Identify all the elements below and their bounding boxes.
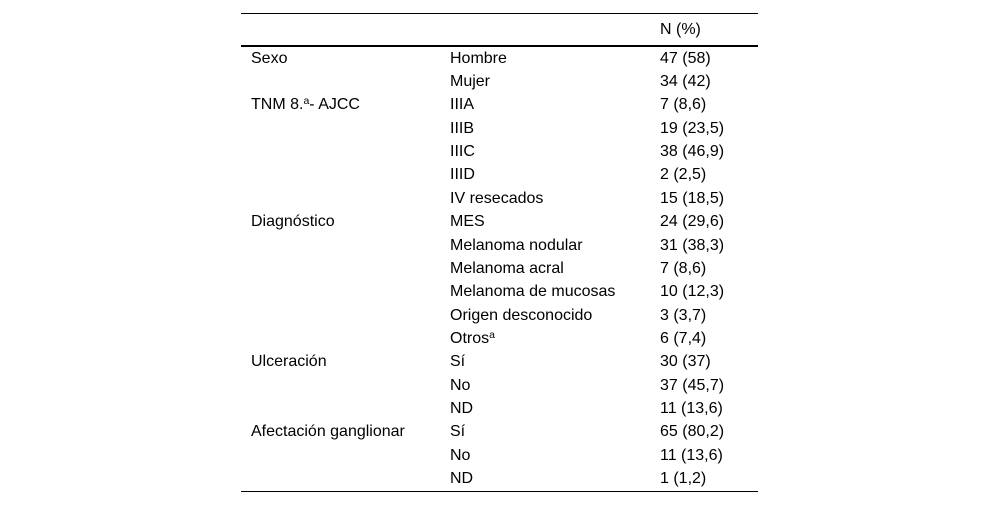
subcategory-text: ND [450,470,474,488]
table-row: Afectación ganglionar Sí 65 (80,2) [241,421,758,444]
subcategory-text: No [450,446,471,464]
subcategory-cell: MES [450,213,660,231]
value-cell: 2 (2,5) [660,166,707,184]
value-cell: 11 (13,6) [660,446,723,464]
value-cell: 6 (7,4) [660,329,707,347]
table-row: TNM 8.a- AJCC IIIA 7 (8,6) [241,94,758,117]
subcategory-cell: IIIC [450,143,660,161]
subcategory-cell: IIIA [450,96,660,114]
subcategory-cell: Melanoma de mucosas [450,283,660,301]
subcategory-text: MES [450,213,485,231]
subcategory-cell: Melanoma nodular [450,237,660,255]
table-row: Mujer 34 (42) [241,70,758,93]
subcategory-text: Sí [450,353,466,371]
table-row: Melanoma de mucosas 10 (12,3) [241,281,758,304]
category-cell: Afectación ganglionar [241,423,450,441]
subcategory-text: IIIC [450,143,475,161]
patient-characteristics-table: N (%) Sexo Hombre 47 (58) Mujer 34 (42) … [241,13,758,492]
table-header-row: N (%) [241,14,758,47]
subcategory-text: ND [450,400,474,418]
subcategory-cell: Hombre [450,50,660,68]
category-cell: Ulceración [241,353,450,371]
subcategory-text: Melanoma de mucosas [450,283,616,301]
subcategory-cell: Sí [450,353,660,371]
value-cell: 47 (58) [660,49,711,67]
subcategory-text: Hombre [450,49,507,67]
value-cell: 37 (45,7) [660,376,725,394]
table-row: No 11 (13,6) [241,444,758,467]
subcategory-text: IV resecados [450,189,544,207]
category-cell: Diagnóstico [241,213,450,231]
value-cell: 38 (46,9) [660,143,725,161]
subcategory-cell: IIIB [450,120,660,138]
value-cell: 65 (80,2) [660,423,725,441]
subcategory-cell: No [450,377,660,395]
value-cell: 24 (29,6) [660,213,725,231]
subcategory-text: IIIA [450,96,475,114]
subcategory-cell: Sí [450,423,660,441]
subcategory-text: IIIB [450,119,475,137]
subcategory-cell: Mujer [450,73,660,91]
value-cell: 11 (13,6) [660,400,723,418]
category-text: Afectación ganglionar [251,423,405,441]
category-text: TNM 8. [251,96,304,114]
value-cell: 30 (37) [660,353,711,371]
value-cell: 19 (23,5) [660,119,725,137]
table-row: IIIC 38 (46,9) [241,140,758,163]
category-cell: TNM 8.a- AJCC [241,96,450,114]
subcategory-text: Sí [450,423,466,441]
category-text: Sexo [251,49,288,67]
category-superscript: a [303,95,310,108]
table-row: Sexo Hombre 47 (58) [241,47,758,70]
category-text: Ulceración [251,353,327,371]
value-cell: 15 (18,5) [660,189,725,207]
subcategory-cell: Melanoma acral [450,260,660,278]
table-row: Melanoma nodular 31 (38,3) [241,234,758,257]
subcategory-text: Mujer [450,73,491,91]
table-row: IIIB 19 (23,5) [241,117,758,140]
subcategory-superscript: a [489,328,495,341]
table-row: IV resecados 15 (18,5) [241,187,758,210]
table-row: Origen desconocido 3 (3,7) [241,304,758,327]
table-row: Otrosa 6 (7,4) [241,327,758,350]
value-cell: 1 (1,2) [660,470,707,488]
value-cell: 7 (8,6) [660,96,707,114]
category-cell: Sexo [241,50,450,68]
subcategory-text: Melanoma nodular [450,236,583,254]
value-cell: 34 (42) [660,73,711,91]
table-body: Sexo Hombre 47 (58) Mujer 34 (42) TNM 8.… [241,47,758,491]
value-cell: 7 (8,6) [660,259,707,277]
subcategory-cell: No [450,447,660,465]
value-cell: 31 (38,3) [660,236,725,254]
table-row: Diagnóstico MES 24 (29,6) [241,211,758,234]
header-n-percent-label: N (%) [660,20,701,38]
subcategory-text: IIID [450,166,475,184]
subcategory-cell: Origen desconocido [450,307,660,325]
table-row: Ulceración Sí 30 (37) [241,351,758,374]
category-text: Diagnóstico [251,213,335,231]
table-row: ND 1 (1,2) [241,467,758,490]
subcategory-text: Otros [450,329,490,347]
subcategory-text: Melanoma acral [450,259,564,277]
subcategory-cell: Otrosa [450,330,660,348]
category-text-after: - AJCC [309,96,360,114]
subcategory-cell: IV resecados [450,190,660,208]
table-row: Melanoma acral 7 (8,6) [241,257,758,280]
table-row: IIID 2 (2,5) [241,164,758,187]
subcategory-text: No [450,376,471,394]
table-row: No 37 (45,7) [241,374,758,397]
subcategory-cell: ND [450,470,660,488]
table-row: ND 11 (13,6) [241,397,758,420]
subcategory-text: Origen desconocido [450,306,593,324]
subcategory-cell: ND [450,400,660,418]
value-cell: 10 (12,3) [660,283,725,301]
subcategory-cell: IIID [450,166,660,184]
value-cell: 3 (3,7) [660,306,707,324]
